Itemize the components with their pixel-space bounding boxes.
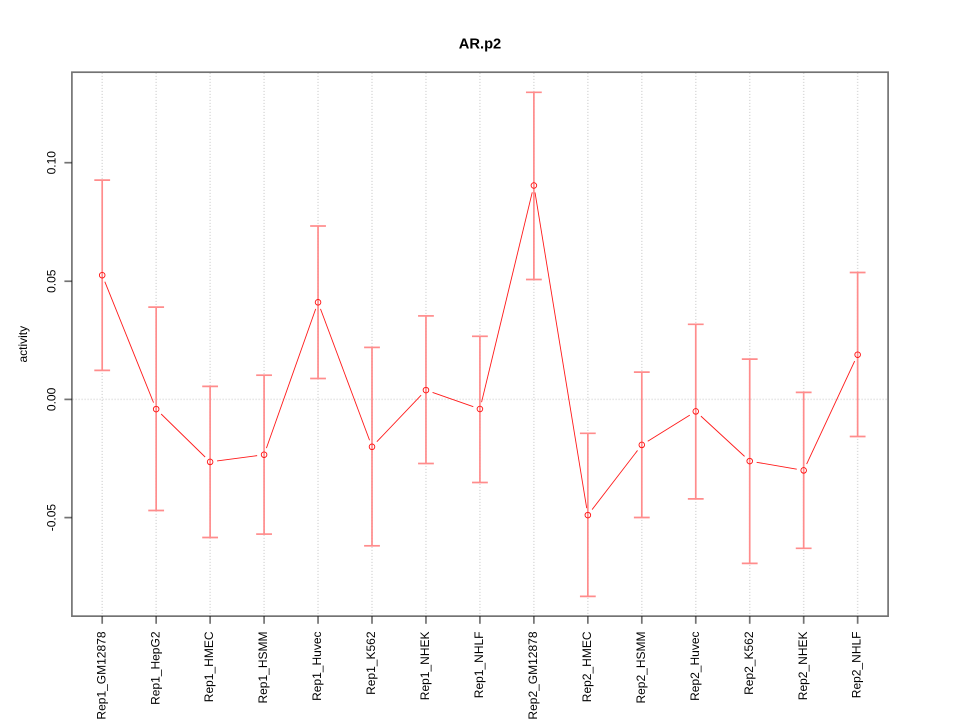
svg-text:Rep1_GM12878: Rep1_GM12878 — [94, 631, 108, 719]
svg-text:Rep1_HSMM: Rep1_HSMM — [256, 632, 270, 704]
svg-text:Rep2_NHLF: Rep2_NHLF — [850, 632, 864, 699]
svg-text:AR.p2: AR.p2 — [459, 37, 501, 53]
svg-text:Rep2_GM12878: Rep2_GM12878 — [526, 631, 540, 719]
svg-text:Rep1_HepG2: Rep1_HepG2 — [148, 631, 162, 705]
svg-text:Rep2_K562: Rep2_K562 — [742, 631, 756, 695]
svg-text:-0.05: -0.05 — [45, 504, 59, 532]
svg-text:Rep1_NHLF: Rep1_NHLF — [472, 632, 486, 699]
svg-text:0.10: 0.10 — [45, 151, 59, 175]
svg-text:Rep1_Huvec: Rep1_Huvec — [310, 632, 324, 701]
svg-text:Rep2_HMEC: Rep2_HMEC — [580, 631, 594, 702]
svg-text:Rep2_HSMM: Rep2_HSMM — [634, 632, 648, 704]
svg-text:Rep1_HMEC: Rep1_HMEC — [202, 631, 216, 702]
svg-text:Rep1_K562: Rep1_K562 — [364, 631, 378, 695]
svg-text:activity: activity — [16, 326, 30, 363]
svg-text:0.00: 0.00 — [45, 387, 59, 411]
svg-text:0.05: 0.05 — [45, 269, 59, 293]
svg-text:Rep2_Huvec: Rep2_Huvec — [688, 632, 702, 701]
svg-text:Rep1_NHEK: Rep1_NHEK — [418, 632, 432, 701]
svg-text:Rep2_NHEK: Rep2_NHEK — [796, 632, 810, 701]
